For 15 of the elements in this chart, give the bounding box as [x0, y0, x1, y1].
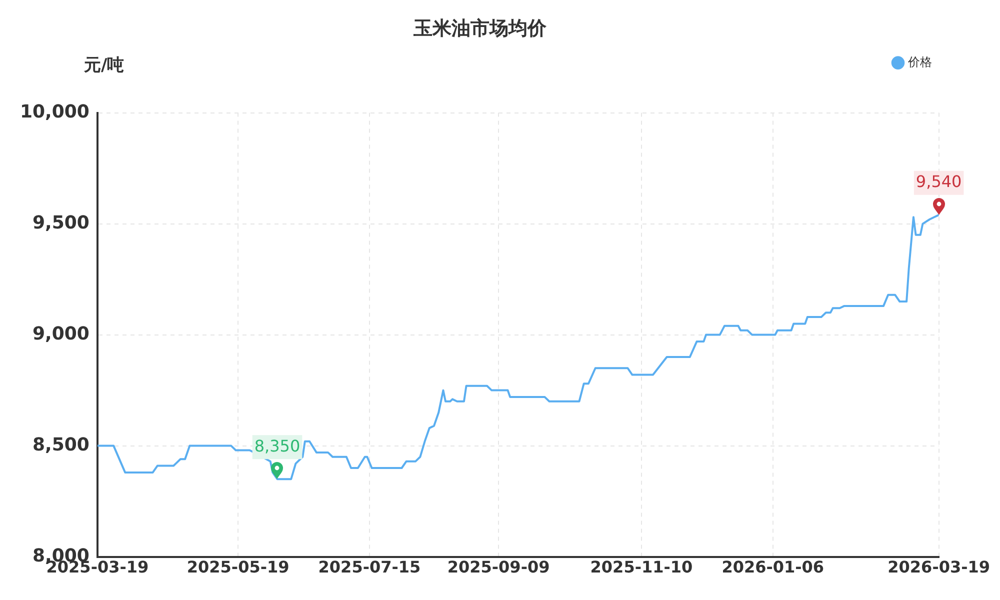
- x-tick-label: 2026-01-06: [722, 558, 824, 577]
- x-tick-label: 2025-07-15: [318, 558, 421, 577]
- annotation: 9,540: [916, 172, 962, 192]
- annotation: 8,350: [254, 436, 300, 456]
- y-tick-label: 10,000: [20, 101, 90, 122]
- x-tick-label: 2025-11-10: [590, 558, 693, 577]
- y-tick-label: 9,000: [32, 323, 90, 344]
- x-tick-label: 2026-03-19: [888, 558, 990, 577]
- legend-label: 价格: [907, 54, 932, 69]
- chart-title: 玉米油市场均价: [412, 17, 548, 40]
- y-axis-title: 元/吨: [83, 55, 124, 76]
- y-tick-label: 8,500: [32, 434, 90, 456]
- y-tick-label: 9,500: [32, 212, 90, 234]
- x-tick-label: 2025-09-09: [447, 558, 550, 577]
- x-tick-label: 2025-05-19: [186, 558, 290, 577]
